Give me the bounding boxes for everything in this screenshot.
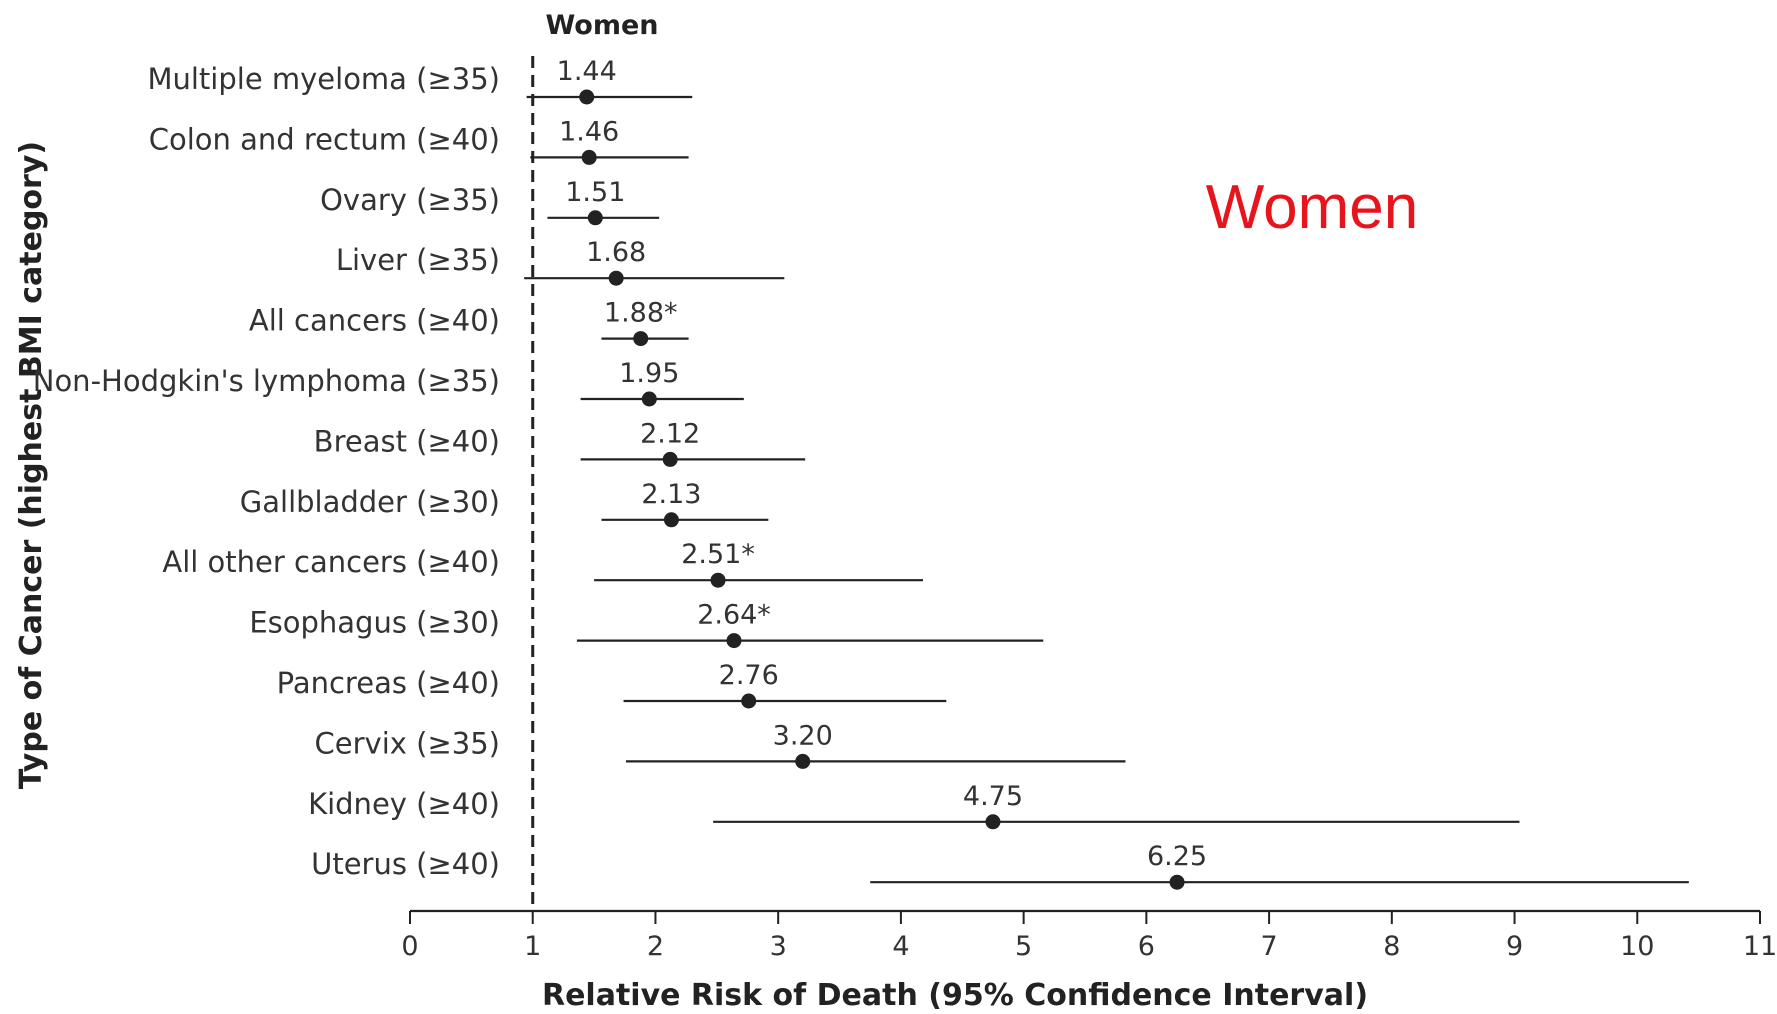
category-label: All cancers (≥40)	[249, 304, 500, 338]
category-label: Pancreas (≥40)	[277, 666, 500, 700]
chart-title: Women	[545, 10, 658, 41]
point-estimate	[633, 331, 649, 347]
category-label: Colon and rectum (≥40)	[149, 122, 500, 156]
value-label: 1.68	[586, 237, 646, 268]
value-label: 2.64*	[697, 600, 771, 631]
x-tick-label: 3	[770, 931, 787, 962]
x-tick-label: 6	[1138, 931, 1155, 962]
value-label: 3.20	[773, 720, 833, 751]
point-estimate	[985, 814, 1001, 830]
point-estimate	[581, 149, 597, 165]
x-tick-label: 5	[1015, 931, 1032, 962]
category-label: Multiple myeloma (≥35)	[147, 62, 500, 96]
value-label: 2.76	[719, 660, 779, 691]
category-label: Ovary (≥35)	[320, 183, 500, 217]
category-label: Esophagus (≥30)	[249, 606, 500, 640]
category-label: Non-Hodgkin's lymphoma (≥35)	[33, 364, 500, 398]
x-tick-label: 1	[524, 931, 541, 962]
women-annotation: Women	[1206, 173, 1419, 242]
x-tick-label: 11	[1743, 931, 1777, 962]
point-estimate	[1169, 874, 1185, 890]
category-label: All other cancers (≥40)	[162, 545, 500, 579]
point-estimate	[741, 693, 757, 709]
category-label: Kidney (≥40)	[308, 787, 500, 821]
value-label: 4.75	[963, 781, 1023, 812]
point-estimate	[579, 89, 595, 105]
point-estimate	[795, 753, 811, 769]
value-label: 2.13	[641, 479, 701, 510]
category-label: Liver (≥35)	[336, 243, 500, 277]
category-label: Uterus (≥40)	[311, 847, 500, 881]
value-label: 1.88*	[604, 298, 678, 329]
point-estimate	[587, 210, 603, 226]
y-axis-title: Type of Cancer (highest BMI category)	[14, 141, 49, 789]
value-label: 2.51*	[681, 539, 755, 570]
category-label: Gallbladder (≥30)	[240, 485, 500, 519]
value-label: 6.25	[1147, 841, 1207, 872]
plot-area: 0 1 2 3 4 5 6 7 8 9 10 11 Multiple myeloma (≥35) 1.44…	[33, 56, 1777, 962]
point-estimate	[662, 451, 678, 467]
category-label: Cervix (≥35)	[315, 726, 500, 760]
point-estimate	[710, 572, 726, 588]
point-estimate	[663, 512, 679, 528]
point-estimate	[726, 633, 742, 649]
value-label: 1.44	[557, 56, 617, 87]
x-tick-label: 0	[401, 931, 418, 962]
point-estimate	[608, 270, 624, 286]
x-tick-label: 10	[1620, 931, 1654, 962]
point-estimate	[641, 391, 657, 407]
x-tick-label: 8	[1383, 931, 1400, 962]
value-label: 1.95	[619, 358, 679, 389]
x-tick-label: 4	[892, 931, 909, 962]
category-label: Breast (≥40)	[314, 424, 500, 458]
x-axis-title: Relative Risk of Death (95% Confidence I…	[542, 978, 1368, 1013]
value-label: 2.12	[640, 418, 700, 449]
value-label: 1.51	[565, 177, 625, 208]
x-tick-label: 7	[1260, 931, 1277, 962]
x-tick-label: 2	[647, 931, 664, 962]
x-tick-label: 9	[1506, 931, 1523, 962]
value-label: 1.46	[559, 116, 619, 147]
